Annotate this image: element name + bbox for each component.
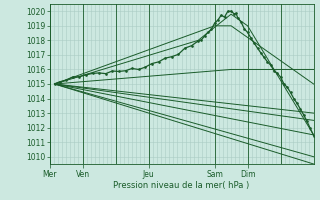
X-axis label: Pression niveau de la mer( hPa ): Pression niveau de la mer( hPa ) — [114, 181, 250, 190]
